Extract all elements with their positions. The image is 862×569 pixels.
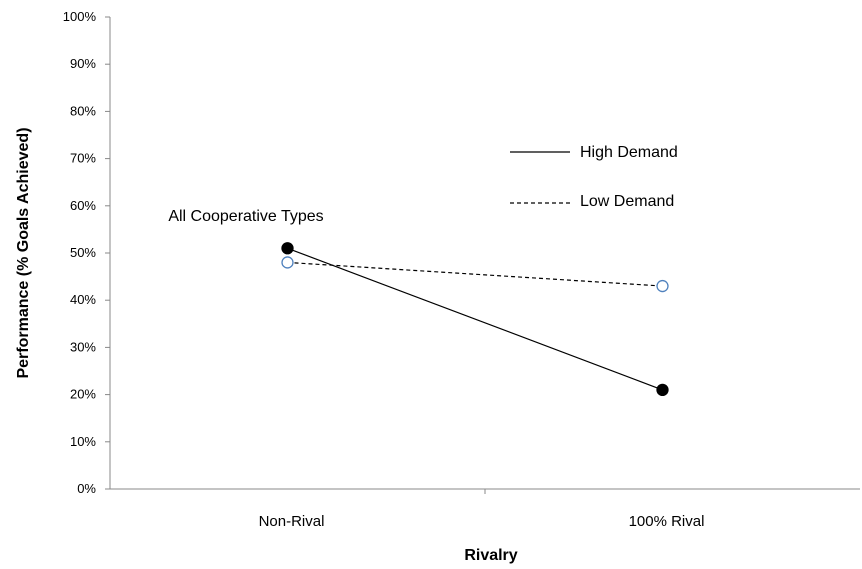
y-tick-label: 20%: [70, 387, 96, 402]
data-point-low-demand: [281, 256, 294, 269]
y-tick-label: 60%: [70, 198, 96, 213]
y-tick-label: 90%: [70, 56, 96, 71]
y-axis-title: Performance (% Goals Achieved): [15, 127, 32, 378]
data-point-high-demand: [656, 383, 669, 397]
y-tick-label: 10%: [70, 434, 96, 449]
legend: High Demand Low Demand: [510, 144, 678, 210]
x-axis-title: Rivalry: [464, 547, 517, 564]
legend-label-high-demand: High Demand: [580, 144, 678, 161]
y-tick-label: 50%: [70, 245, 96, 260]
data-point-high-demand: [281, 242, 294, 255]
series-line-low-demand: [287, 261, 663, 287]
x-category-label: 100% Rival: [629, 513, 705, 530]
x-category-label: Non-Rival: [259, 513, 325, 530]
y-tick-label: 100%: [63, 9, 97, 24]
series-line-high-demand: [287, 247, 663, 391]
y-tick-label: 70%: [70, 151, 96, 166]
y-tick-label: 0%: [77, 481, 96, 496]
annotation-all-cooperative-types: All Cooperative Types: [168, 208, 323, 225]
y-tick-label: 40%: [70, 292, 96, 307]
y-tick-label: 30%: [70, 339, 96, 354]
data-point-low-demand: [656, 279, 669, 293]
legend-label-low-demand: Low Demand: [580, 193, 674, 210]
y-tick-label: 80%: [70, 103, 96, 118]
